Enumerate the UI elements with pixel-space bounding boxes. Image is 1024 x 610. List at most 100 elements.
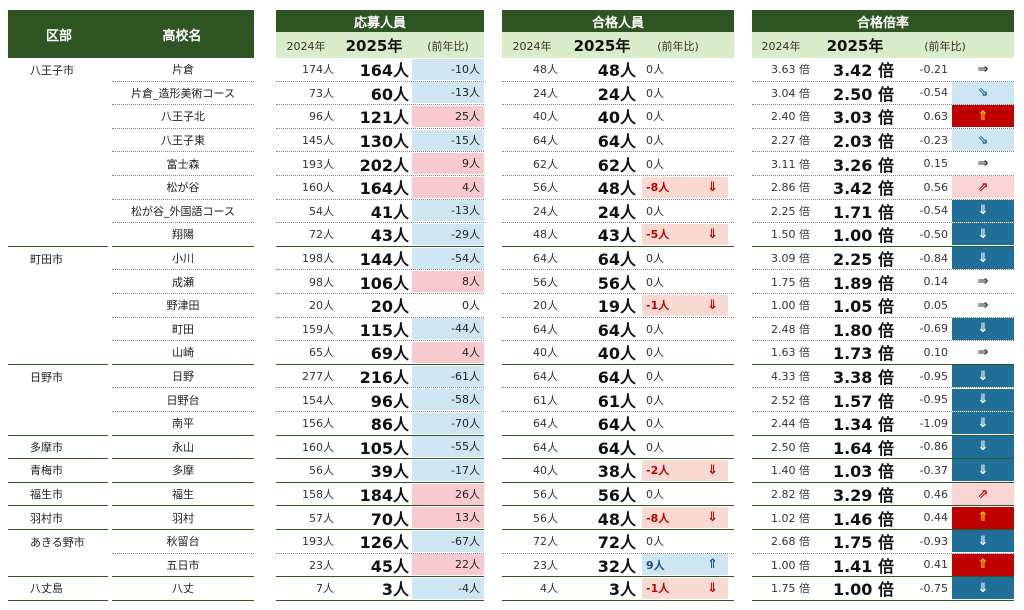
ratio-row: 1.00 倍 1.05 倍 0.05 ⇒ xyxy=(752,294,1014,318)
school-name-cell: 福生 xyxy=(112,483,254,507)
passers-yoy-box: -5人 ⇓ xyxy=(642,223,728,245)
district-cell xyxy=(8,388,108,412)
ratio-row: 1.75 倍 1.00 倍 -0.75 ⇓ xyxy=(752,577,1014,601)
applicants-2024-value: 158人 xyxy=(302,488,334,502)
passers-2024-value: 4人 xyxy=(540,582,558,596)
district-cell xyxy=(8,294,108,318)
ratio-2025-value: 3.38 倍 xyxy=(832,368,894,388)
district-cell xyxy=(8,270,108,294)
school-name-cell: 八王子北 xyxy=(112,105,254,129)
passers-yoy-box: 0人 xyxy=(642,318,728,339)
ratio-yoy-value: 0.10 xyxy=(923,345,949,359)
passers-yoy-header: (前年比) xyxy=(657,40,699,53)
applicants-yoy-value: -17人 xyxy=(412,459,484,481)
passers-2025-value: 61人 xyxy=(597,391,636,411)
ratio-row: 1.00 倍 1.41 倍 0.41 ⇑ xyxy=(752,553,1014,578)
ratio-2024-value: 1.00 倍 xyxy=(771,299,810,313)
passers-2024-value: 62人 xyxy=(533,157,558,171)
ratio-2024-value: 3.04 倍 xyxy=(771,86,810,100)
applicants-yoy-value: -10人 xyxy=(412,58,484,80)
passers-yoy-value: 0人 xyxy=(646,417,664,431)
ratio-2025-value: 1.00 倍 xyxy=(832,226,894,246)
passers-2025-value: 40人 xyxy=(597,344,636,364)
ratio-yoy-value: -0.23 xyxy=(919,133,948,147)
ratio-2024-value: 2.40 倍 xyxy=(771,110,810,124)
passers-yoy-value: 0人 xyxy=(646,275,664,289)
passers-2024-value: 23人 xyxy=(533,558,558,572)
passers-yoy-box: 0人 xyxy=(642,200,728,221)
ratio-2024-value: 2.44 倍 xyxy=(771,417,810,431)
ratio-row: 3.63 倍 3.42 倍 -0.21 ⇒ xyxy=(752,58,1014,82)
passers-row: 64人 64人 0人 xyxy=(502,318,734,342)
down-arrow-icon: ⇓ xyxy=(952,412,1014,435)
applicants-row: 145人 130人 -15人 xyxy=(276,129,484,153)
ratio-yoy-value: 0.56 xyxy=(923,180,949,194)
school-name-header: 高校名 xyxy=(162,28,202,44)
up-arrow-icon: ⇑ xyxy=(707,557,718,573)
passers-2025-value: 32人 xyxy=(597,556,636,576)
passers-2025-value: 64人 xyxy=(597,368,636,388)
ratio-2024-value: 4.33 倍 xyxy=(771,370,810,384)
passers-row: 40人 40人 0人 xyxy=(502,341,734,365)
ratio-2024-value: 3.11 倍 xyxy=(771,157,810,171)
passers-2024-header: 2024年 xyxy=(512,40,552,53)
passers-row: 64人 64人 0人 xyxy=(502,129,734,153)
passers-yoy-value: 0人 xyxy=(646,393,664,407)
ratio-subheader: 2024年 2025年 (前年比) xyxy=(752,32,1014,58)
ratio-row: 1.75 倍 1.89 倍 0.14 ⇒ xyxy=(752,270,1014,294)
applicants-2024-value: 73人 xyxy=(309,86,334,100)
passers-row: 48人 48人 0人 xyxy=(502,58,734,82)
ratio-row: 1.50 倍 1.00 倍 -0.50 ⇓ xyxy=(752,223,1014,247)
passers-2024-value: 64人 xyxy=(533,134,558,148)
up-arrow-icon: ⇗ xyxy=(952,176,1014,199)
ratio-yoy-value: 0.14 xyxy=(923,275,949,289)
applicants-subheader: 2024年 2025年 (前年比) xyxy=(276,32,484,58)
passers-row: 24人 24人 0人 xyxy=(502,82,734,106)
ratio-2024-value: 2.86 倍 xyxy=(771,181,810,195)
passers-yoy-value: 0人 xyxy=(646,134,664,148)
up-arrow-icon: ⇑ xyxy=(952,105,1014,128)
passers-2024-value: 72人 xyxy=(533,535,558,549)
applicants-row: 193人 202人 9人 xyxy=(276,152,484,176)
applicants-yoy-value: -15人 xyxy=(412,129,484,151)
applicants-2025-value: 144人 xyxy=(359,250,409,270)
school-name-cell: 松が谷_外国語コース xyxy=(112,200,254,224)
down-arrow-icon: ⇘ xyxy=(952,129,1014,152)
down-arrow-icon: ⇓ xyxy=(952,459,1014,482)
ratio-2024-value: 1.75 倍 xyxy=(771,275,810,289)
applicants-2025-value: 164人 xyxy=(359,179,409,199)
ratio-row: 2.27 倍 2.03 倍 -0.23 ⇘ xyxy=(752,129,1014,153)
school-name-cell: 松が谷 xyxy=(112,176,254,200)
applicants-2025-value: 164人 xyxy=(359,61,409,81)
school-name-cell: 八丈 xyxy=(112,577,254,601)
passers-yoy-box: 0人 xyxy=(642,413,728,434)
passers-2024-value: 61人 xyxy=(533,393,558,407)
passers-yoy-box: 0人 xyxy=(642,153,728,174)
passers-row: 64人 64人 0人 xyxy=(502,365,734,389)
passers-yoy-value: -2人 xyxy=(646,464,670,478)
down-arrow-icon: ⇓ xyxy=(707,297,718,313)
passers-2025-value: 24人 xyxy=(597,202,636,222)
ratio-yoy-value: 0.46 xyxy=(923,487,949,501)
applicants-row: 20人 20人 0人 xyxy=(276,294,484,318)
applicants-2024-value: 65人 xyxy=(309,346,334,360)
school-name-cell: 町田 xyxy=(112,318,254,342)
passers-yoy-value: 9人 xyxy=(646,558,665,572)
district-cell: 日野市 xyxy=(30,370,63,384)
district-cell: 八丈島 xyxy=(8,577,108,601)
ratio-row: 2.68 倍 1.75 倍 -0.93 ⇓ xyxy=(752,530,1014,554)
ratio-2025-header: 2025年 xyxy=(826,37,884,55)
district-cell: 町田市 xyxy=(30,252,63,266)
school-name-cell: 羽村 xyxy=(112,506,254,530)
ratio-yoy-value: 0.05 xyxy=(923,298,949,312)
right-arrow-icon: ⇒ xyxy=(977,274,989,290)
applicants-row: 56人 39人 -17人 xyxy=(276,459,484,483)
passers-yoy-box: 0人 xyxy=(642,436,728,457)
passers-2025-value: 64人 xyxy=(597,415,636,435)
passers-yoy-value: 0人 xyxy=(646,110,664,124)
ratio-row: 1.40 倍 1.03 倍 -0.37 ⇓ xyxy=(752,459,1014,483)
applicants-2025-value: 39人 xyxy=(370,462,409,482)
school-name-cell: 秋留台 xyxy=(112,530,254,554)
passers-yoy-box: 0人 xyxy=(642,248,728,269)
applicants-2024-value: 193人 xyxy=(302,535,334,549)
